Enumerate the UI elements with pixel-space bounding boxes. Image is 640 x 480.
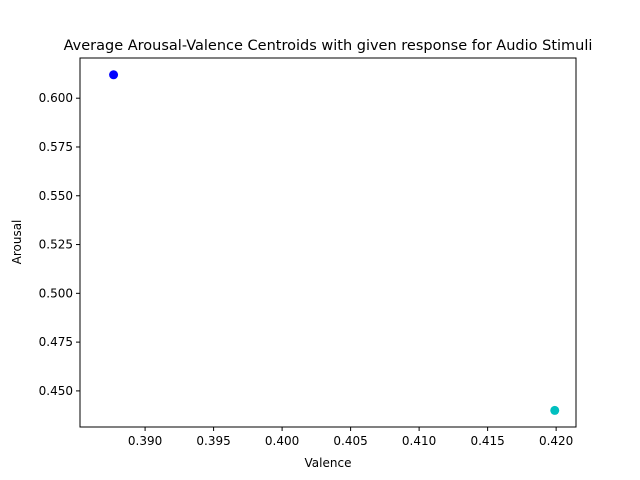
scatter-point	[109, 70, 119, 80]
x-tick-label: 0.395	[196, 434, 230, 448]
y-tick-label: 0.550	[39, 189, 73, 203]
plot-area	[79, 57, 577, 428]
y-tick-label: 0.575	[39, 140, 73, 154]
y-axis-ticks: 0.450 0.475 0.500 0.525 0.550 0.575 0.600	[39, 91, 80, 398]
y-axis-label: Arousal	[10, 220, 24, 265]
y-tick-label: 0.500	[39, 286, 73, 300]
data-points	[109, 70, 560, 415]
x-tick-label: 0.410	[402, 434, 436, 448]
y-tick-label: 0.475	[39, 335, 73, 349]
chart-title: Average Arousal-Valence Centroids with g…	[64, 38, 593, 54]
x-tick-label: 0.420	[539, 434, 573, 448]
x-axis-ticks: 0.390 0.395 0.400 0.405 0.410 0.415 0.420	[128, 427, 573, 448]
x-axis-label: Valence	[305, 456, 352, 470]
x-tick-label: 0.415	[470, 434, 504, 448]
y-tick-label: 0.450	[39, 384, 73, 398]
x-tick-label: 0.400	[265, 434, 299, 448]
y-tick-label: 0.600	[39, 91, 73, 105]
y-tick-label: 0.525	[39, 238, 73, 252]
x-tick-label: 0.390	[128, 434, 162, 448]
x-tick-label: 0.405	[333, 434, 367, 448]
scatter-point	[550, 405, 560, 415]
